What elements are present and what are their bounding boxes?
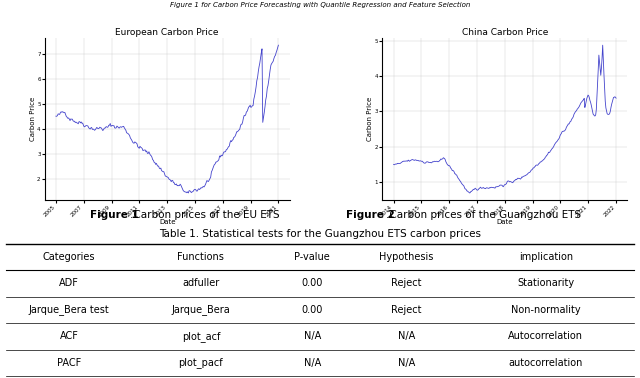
Text: P-value: P-value	[294, 252, 330, 262]
Text: N/A: N/A	[303, 358, 321, 368]
Text: Table 1. Statistical tests for the Guangzhou ETS carbon prices: Table 1. Statistical tests for the Guang…	[159, 229, 481, 239]
Text: autocorrelation: autocorrelation	[509, 358, 583, 368]
Text: 0.00: 0.00	[301, 279, 323, 288]
Text: .Carbon prices of the Guangzhou ETS: .Carbon prices of the Guangzhou ETS	[386, 210, 581, 220]
Text: N/A: N/A	[303, 332, 321, 341]
Text: Categories: Categories	[43, 252, 95, 262]
Text: N/A: N/A	[397, 332, 415, 341]
X-axis label: Date: Date	[159, 219, 175, 225]
Text: plot_acf: plot_acf	[182, 331, 220, 342]
Text: Figure 1: Figure 1	[90, 210, 138, 220]
Text: implication: implication	[519, 252, 573, 262]
Text: ACF: ACF	[60, 332, 79, 341]
Text: 0.00: 0.00	[301, 305, 323, 315]
Y-axis label: Carbon Price: Carbon Price	[367, 97, 373, 141]
Text: PACF: PACF	[57, 358, 81, 368]
Text: ADF: ADF	[59, 279, 79, 288]
Text: Reject: Reject	[391, 305, 422, 315]
Text: Reject: Reject	[391, 279, 422, 288]
Text: Figure 1 for Carbon Price Forecasting with Quantile Regression and Feature Selec: Figure 1 for Carbon Price Forecasting wi…	[170, 2, 470, 8]
Title: European Carbon Price: European Carbon Price	[115, 28, 219, 37]
Text: Jarque_Bera test: Jarque_Bera test	[29, 305, 109, 315]
X-axis label: Date: Date	[497, 219, 513, 225]
Y-axis label: Carbon Price: Carbon Price	[29, 97, 36, 141]
Text: Jarque_Bera: Jarque_Bera	[172, 305, 230, 315]
Text: .Carbon prices of the EU ETS: .Carbon prices of the EU ETS	[130, 210, 280, 220]
Text: Autocorrelation: Autocorrelation	[508, 332, 583, 341]
Text: N/A: N/A	[397, 358, 415, 368]
Text: Figure 2: Figure 2	[346, 210, 394, 220]
Text: Hypothesis: Hypothesis	[379, 252, 433, 262]
Title: China Carbon Price: China Carbon Price	[461, 28, 548, 37]
Text: Stationarity: Stationarity	[517, 279, 574, 288]
Text: plot_pacf: plot_pacf	[179, 358, 223, 368]
Text: Non-normality: Non-normality	[511, 305, 580, 315]
Text: adfuller: adfuller	[182, 279, 220, 288]
Text: Functions: Functions	[177, 252, 224, 262]
